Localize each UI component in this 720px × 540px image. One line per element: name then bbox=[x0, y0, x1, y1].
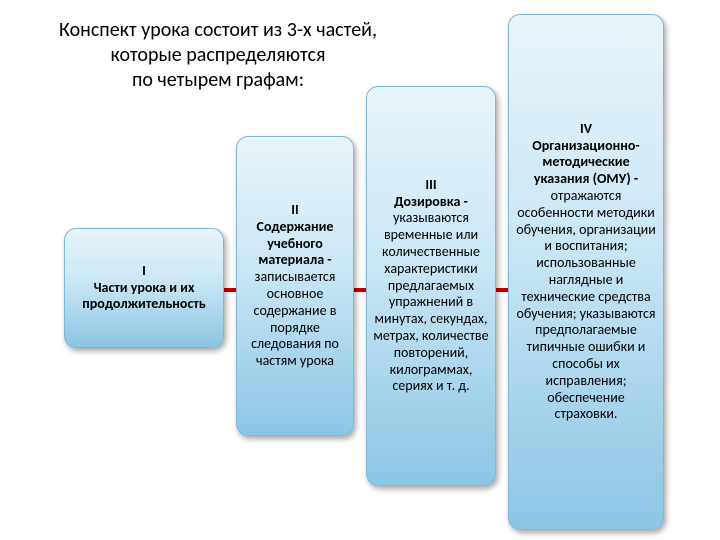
title-line2: которые распределяются bbox=[111, 43, 326, 67]
slide: Конспект урока состоит из 3-х частей, ко… bbox=[0, 0, 720, 540]
box-col3: III Дозировка - указываются временные ил… bbox=[366, 86, 496, 486]
slide-title: Конспект урока состоит из 3-х частей, ко… bbox=[28, 18, 408, 93]
col2-body: записывается основное содержание в поряд… bbox=[243, 269, 347, 370]
col1-number: I bbox=[142, 263, 146, 280]
col3-heading: Дозировка - bbox=[394, 193, 468, 210]
box-col2: II Содержание учебного материала - запис… bbox=[236, 136, 354, 436]
box-col4: IV Организационно-методические указания … bbox=[508, 14, 664, 530]
col3-number: III bbox=[425, 177, 436, 194]
col2-number: II bbox=[291, 202, 298, 219]
title-line3: по четырем графам: bbox=[132, 68, 304, 92]
col2-heading: Содержание учебного материала - bbox=[257, 218, 334, 269]
title-line1: Конспект урока состоит из 3-х частей, bbox=[59, 18, 377, 42]
col4-body: отражаются особенности методики обучения… bbox=[515, 188, 657, 423]
col4-heading: Организационно-методические указания (ОМ… bbox=[532, 137, 639, 188]
col1-heading: Части урока и их продолжительность bbox=[71, 280, 217, 314]
box-col1: I Части урока и их продолжительность bbox=[64, 228, 224, 348]
col4-number: IV bbox=[580, 121, 592, 138]
col3-body: указываются временные или количественные… bbox=[373, 210, 489, 395]
